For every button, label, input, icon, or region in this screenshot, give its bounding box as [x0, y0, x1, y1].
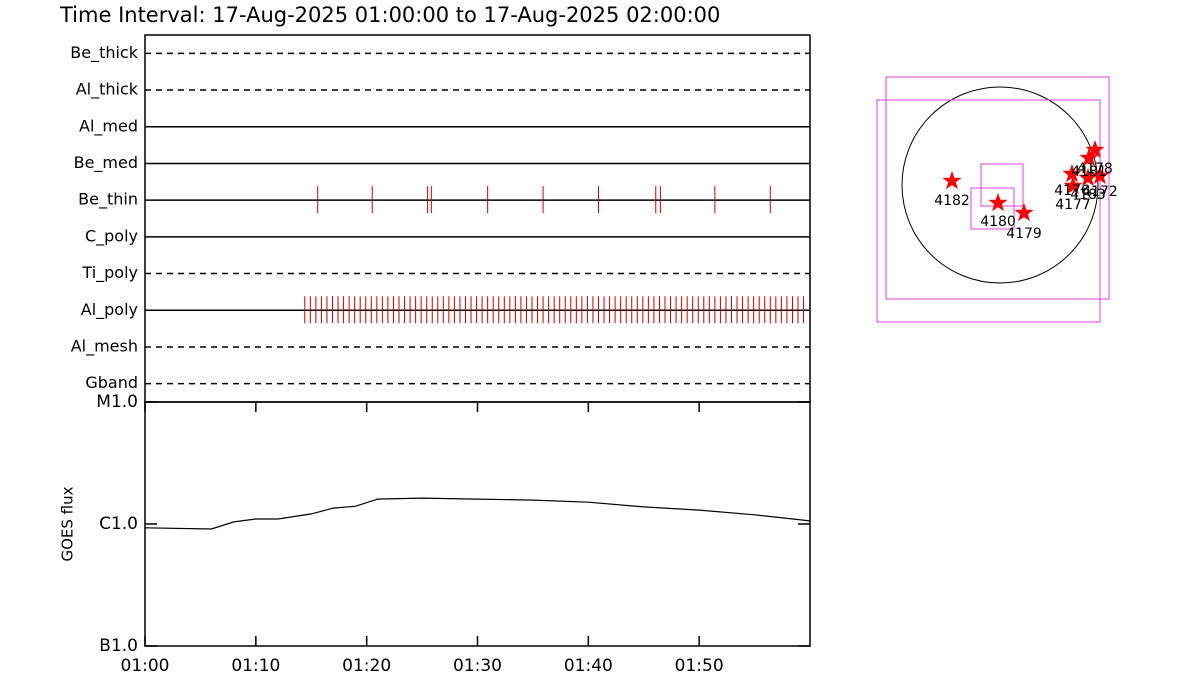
- y-axis-label: GOES flux: [59, 486, 77, 561]
- fov-box: [980, 163, 1024, 207]
- region-label: 4177: [1055, 197, 1091, 213]
- region: 4172: [1082, 166, 1118, 200]
- region-label: 4172: [1082, 184, 1118, 200]
- row-label: Al_poly: [81, 300, 138, 320]
- region-label: 4178: [1077, 161, 1113, 177]
- region-label: 4176: [1054, 183, 1090, 199]
- region: 4181: [1071, 148, 1107, 180]
- region: 4177: [1055, 176, 1091, 213]
- fov-box: [885, 76, 1110, 300]
- y-tick-label: C1.0: [99, 514, 138, 534]
- x-tick-label: 01:40: [564, 656, 613, 676]
- row-label: Al_med: [79, 116, 138, 136]
- x-tick-label: 01:00: [121, 656, 170, 676]
- row-label: Ti_poly: [81, 263, 138, 283]
- row-label: Be_med: [74, 153, 138, 173]
- chart-title: Time Interval: 17-Aug-2025 01:00:00 to 1…: [59, 3, 720, 27]
- row-label: Gband: [85, 373, 138, 392]
- row-label: Be_thick: [70, 43, 138, 63]
- solar-disk: [901, 86, 1099, 284]
- region: 4179: [1006, 203, 1042, 242]
- row-label: Al_mesh: [71, 336, 138, 356]
- fov-box: [876, 99, 1101, 323]
- region: 4178: [1077, 140, 1113, 177]
- row-label: C_poly: [85, 226, 138, 246]
- goes-curve: [144, 497, 811, 530]
- region-label: 4180: [980, 214, 1016, 230]
- y-tick-label: B1.0: [99, 636, 138, 656]
- region: 4183: [1070, 168, 1106, 203]
- region: 4180: [980, 193, 1016, 230]
- row-label: Be_thin: [78, 190, 138, 210]
- region-label: 4183: [1070, 187, 1106, 203]
- x-tick-label: 01:20: [342, 656, 391, 676]
- fov-box: [970, 187, 1015, 230]
- goes-frame: [144, 401, 811, 647]
- row-label: Al_thick: [76, 80, 139, 100]
- x-tick-label: 01:10: [231, 656, 280, 676]
- sun-map: 4182 4180 4179 4177 4176 4183 4172 4178 …: [876, 76, 1118, 323]
- x-tick-label: 01:30: [453, 656, 502, 676]
- region-label: 4181: [1071, 164, 1107, 180]
- region-label: 4179: [1006, 226, 1042, 242]
- y-tick-label: M1.0: [96, 392, 138, 412]
- region: 4176: [1054, 164, 1090, 199]
- region-label: 4182: [934, 193, 970, 209]
- region: 4182: [934, 171, 970, 209]
- x-tick-label: 01:50: [675, 656, 724, 676]
